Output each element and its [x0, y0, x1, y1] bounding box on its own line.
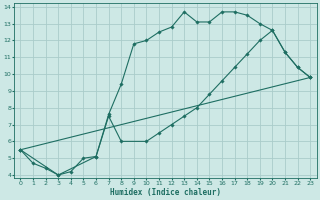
X-axis label: Humidex (Indice chaleur): Humidex (Indice chaleur) [110, 188, 221, 197]
